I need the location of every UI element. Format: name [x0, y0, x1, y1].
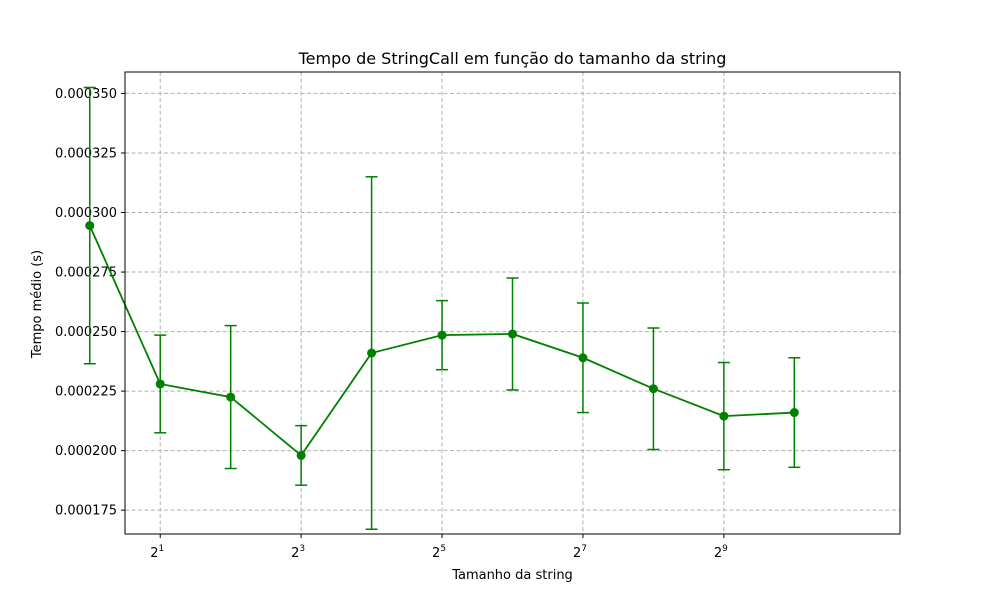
x-tick-label: 27 [573, 544, 587, 561]
x-tick-base: 2 [291, 546, 299, 561]
data-point [226, 392, 236, 402]
x-tick-exponent: 9 [722, 544, 728, 554]
x-tick-label: 29 [714, 544, 728, 561]
x-axis-label: Tamanho da string [451, 568, 573, 583]
x-tick-exponent: 1 [159, 544, 165, 554]
x-tick-exponent: 5 [440, 544, 446, 554]
data-point [578, 353, 588, 363]
data-point [508, 329, 517, 339]
y-tick-label: 0.000325 [55, 146, 117, 161]
data-point [367, 348, 377, 358]
x-tick-label: 25 [432, 544, 446, 561]
x-tick-exponent: 7 [581, 544, 587, 554]
plot-frame [124, 71, 901, 535]
x-tick-label: 21 [150, 544, 164, 561]
x-tick-base: 2 [432, 546, 440, 561]
x-tick-base: 2 [714, 546, 722, 561]
data-point [85, 221, 95, 231]
x-tick-exponent: 3 [299, 544, 305, 554]
y-axis-label: Tempo médio (s) [30, 250, 45, 359]
x-tick-base: 2 [150, 546, 158, 561]
data-point [437, 330, 447, 340]
data-point [155, 379, 165, 389]
y-tick-label: 0.000225 [55, 385, 117, 400]
data-point [648, 384, 658, 394]
x-tick-base: 2 [573, 546, 581, 561]
data-point [789, 408, 799, 418]
axis-ticks: 0.000175 0.000200 0.000225 0.000250 0.000275… [55, 87, 728, 561]
data-layer [83, 86, 801, 530]
data-point [719, 411, 729, 421]
y-tick-label: 0.000300 [55, 206, 117, 221]
y-tick-label: 0.000275 [55, 266, 117, 281]
x-tick-label: 23 [291, 544, 305, 561]
y-tick-label: 0.000175 [55, 504, 117, 519]
y-tick-label: 0.000200 [55, 444, 117, 459]
data-point [296, 450, 306, 460]
y-tick-label: 0.000250 [55, 325, 117, 340]
y-tick-label: 0.000350 [55, 87, 117, 102]
chart-title: Tempo de StringCall em função do tamanho… [298, 49, 727, 68]
